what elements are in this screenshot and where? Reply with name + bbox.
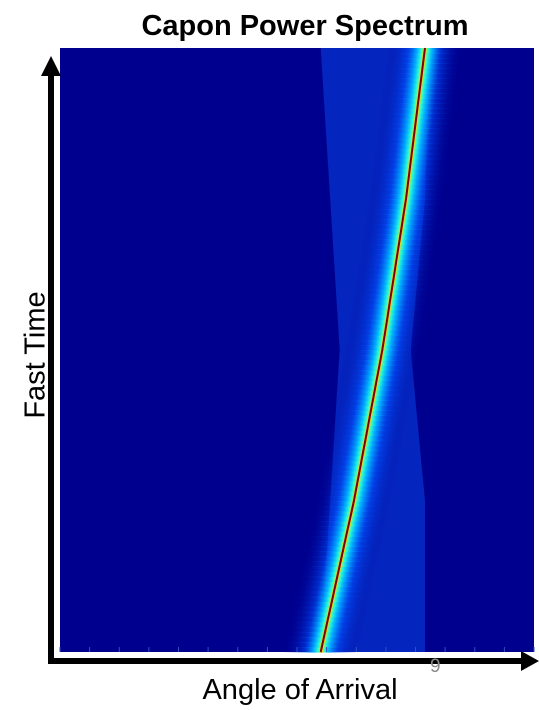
x-axis-label: Angle of Arrival bbox=[202, 674, 398, 706]
heatmap-layer bbox=[283, 47, 463, 653]
y-axis-label: Fast Time bbox=[19, 291, 52, 419]
y-axis-arrowhead bbox=[41, 56, 61, 76]
y-axis bbox=[41, 56, 61, 660]
tick-layer bbox=[59, 647, 535, 652]
spectral-peak-line bbox=[319, 47, 426, 653]
plot-background bbox=[60, 48, 534, 652]
chart-title: Capon Power Spectrum bbox=[141, 10, 469, 42]
x-axis-arrowhead bbox=[521, 651, 539, 671]
page-number: 9 bbox=[430, 656, 441, 677]
x-axis bbox=[48, 651, 539, 671]
